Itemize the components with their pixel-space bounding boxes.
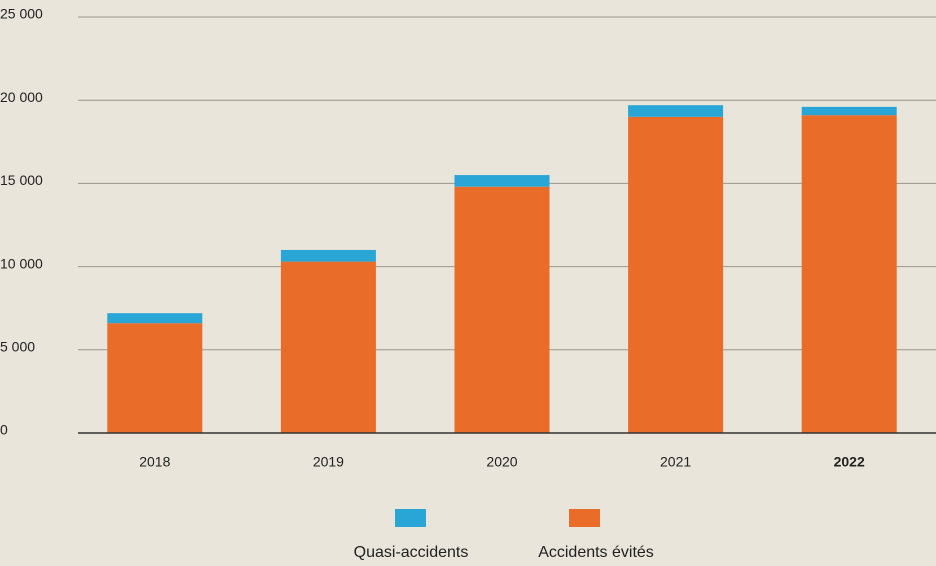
bar-segment [801, 115, 897, 434]
x-tick-label: 2018 [139, 454, 170, 470]
y-tick-label: 0 [0, 422, 8, 438]
legend-label: Quasi-accidents [354, 544, 469, 561]
x-tick-label: 2021 [660, 454, 691, 470]
x-tick-label: 2020 [486, 454, 517, 470]
y-tick-label: 10 000 [0, 255, 43, 271]
bar-segment [454, 186, 550, 433]
bar-segment [107, 323, 203, 433]
x-tick-label: 2022 [834, 454, 865, 470]
x-tick-label: 2019 [313, 454, 344, 470]
bar-segment [801, 106, 897, 116]
bar-segment [107, 313, 203, 324]
legend-label: Accidents évités [538, 544, 654, 561]
legend-swatch [569, 509, 600, 527]
bar-segment [628, 116, 724, 433]
bar-segment [628, 105, 724, 117]
legend-swatch [395, 509, 426, 527]
bar-segment [454, 175, 550, 187]
bar-segment [280, 261, 376, 433]
y-tick-label: 15 000 [0, 172, 43, 188]
y-tick-label: 5 000 [0, 339, 35, 355]
y-tick-label: 20 000 [0, 89, 43, 105]
y-tick-label: 25 000 [0, 6, 43, 22]
bar-segment [280, 249, 376, 262]
